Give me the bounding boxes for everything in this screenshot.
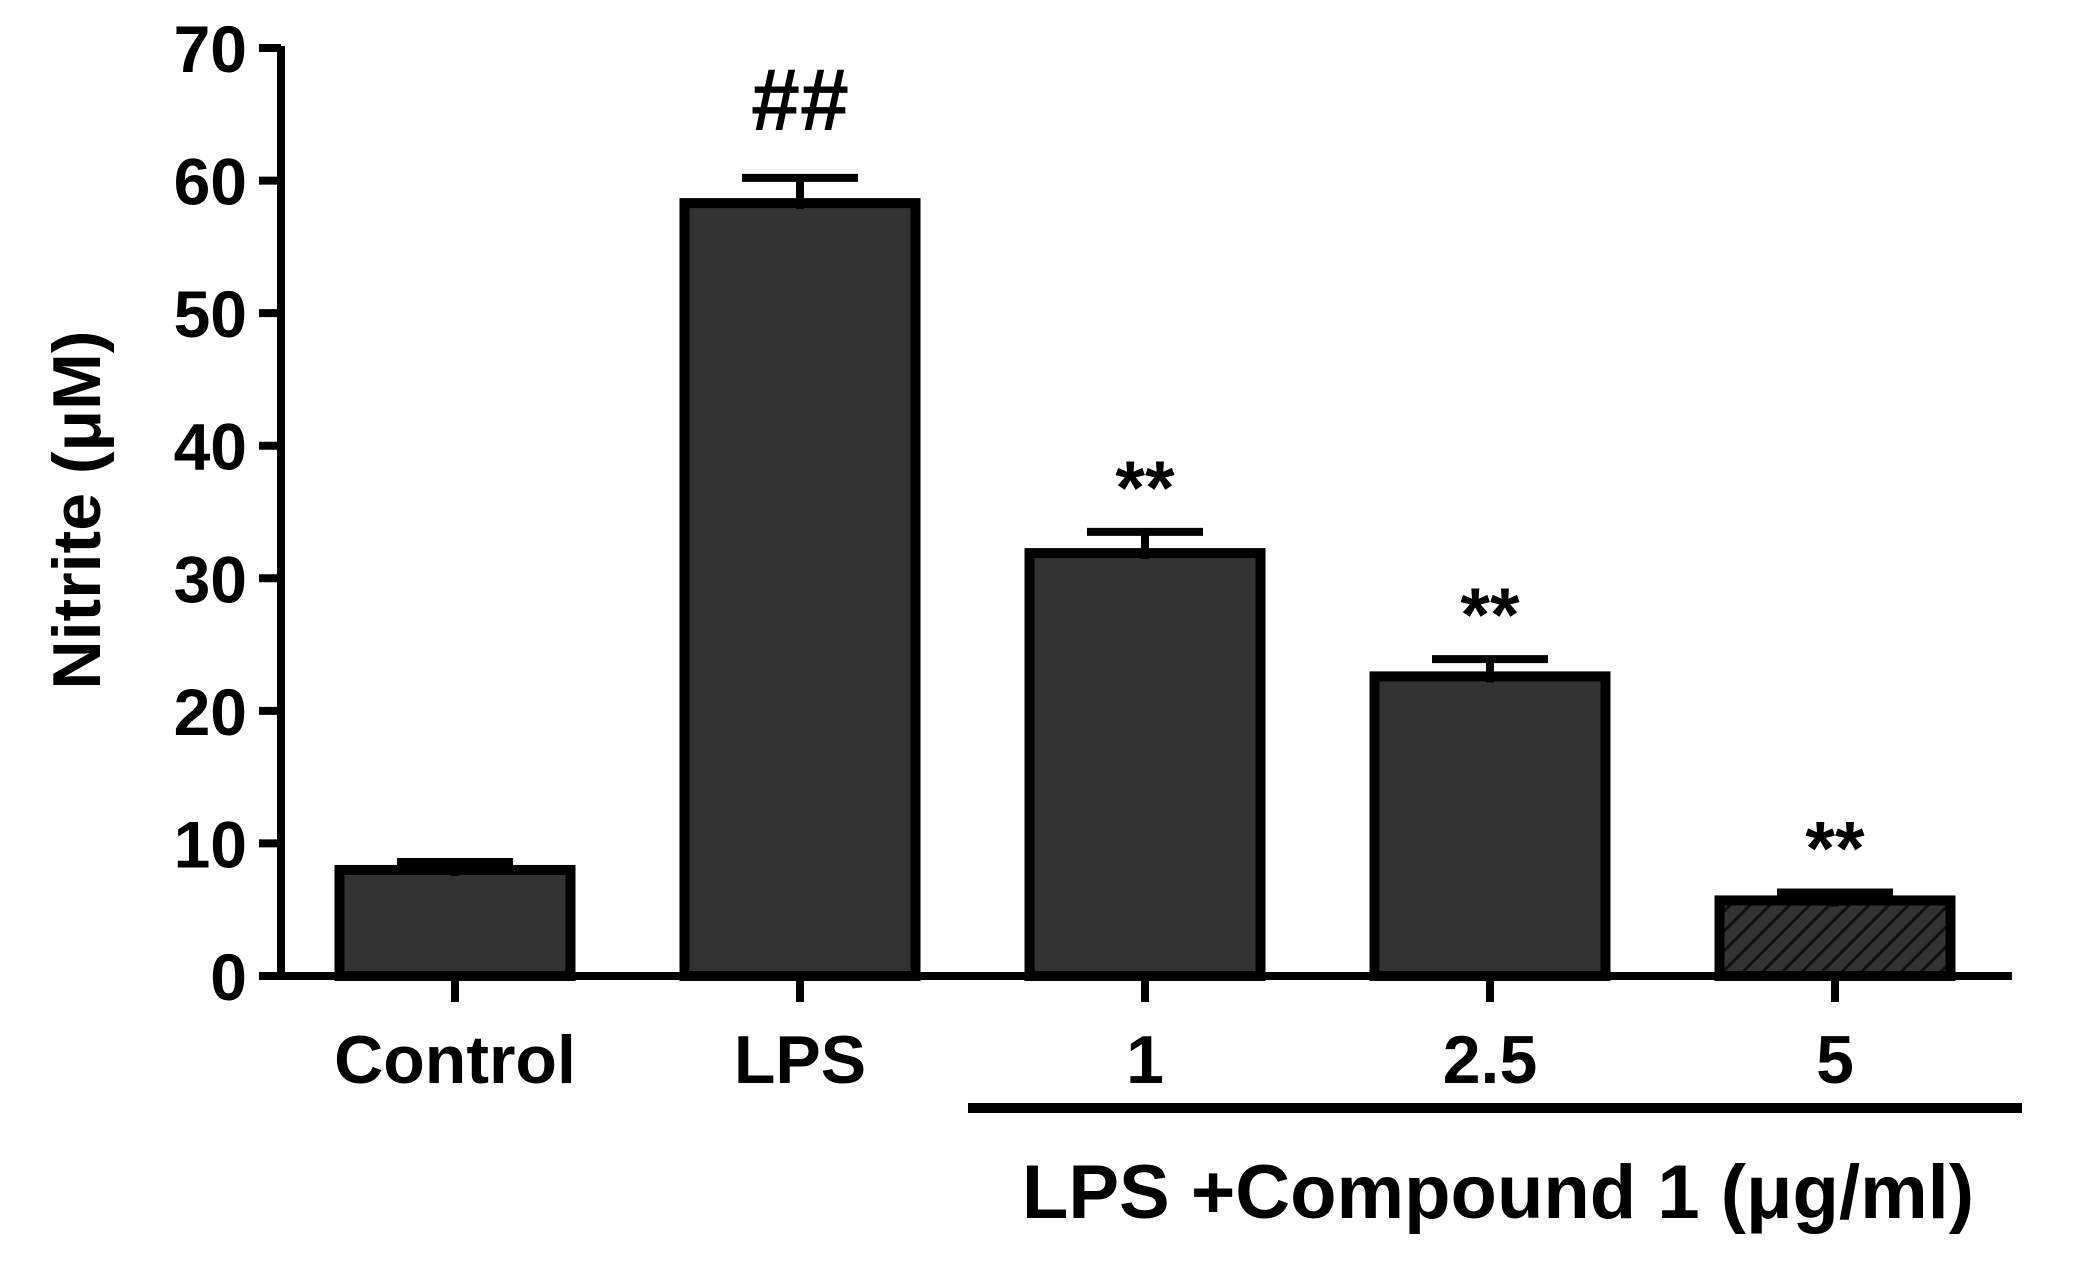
- bars: [334, 198, 1956, 982]
- x-tick-label: Control: [334, 1022, 576, 1098]
- y-tick-label: 20: [174, 675, 247, 749]
- y-axis: 0 10 20 30 40 50 60 70: [174, 12, 285, 1014]
- x-tick-label: LPS: [734, 1022, 866, 1098]
- significance-label: **: [1460, 573, 1520, 658]
- significance-label: **: [1115, 446, 1175, 531]
- x-tick-label: 5: [1816, 1022, 1854, 1098]
- significance-label: **: [1805, 806, 1865, 891]
- y-axis-label: Nitrite (μM): [39, 331, 115, 690]
- y-tick-label: 50: [174, 277, 247, 351]
- significance-label: ##: [751, 50, 849, 149]
- y-tick-label: 0: [210, 940, 247, 1014]
- x-axis: Control LPS 1 2.5 5: [277, 972, 2012, 1098]
- bar: [679, 198, 921, 981]
- y-tick-label: 70: [174, 12, 247, 86]
- x-tick-label: 2.5: [1443, 1022, 1538, 1098]
- bar: [334, 864, 576, 982]
- y-tick-label: 60: [174, 145, 247, 219]
- x-tick-label: 1: [1126, 1022, 1164, 1098]
- bar: [1714, 895, 1956, 981]
- y-tick-label: 30: [174, 542, 247, 616]
- bar: [1369, 671, 1611, 981]
- group-label: LPS +Compound 1 (μg/ml): [1022, 1150, 1974, 1235]
- y-tick-label: 10: [174, 807, 247, 881]
- error-bars: [397, 173, 1893, 907]
- y-tick-label: 40: [174, 410, 247, 484]
- significance-annotations: ## ** ** **: [751, 50, 1865, 892]
- bar: [1024, 548, 1266, 982]
